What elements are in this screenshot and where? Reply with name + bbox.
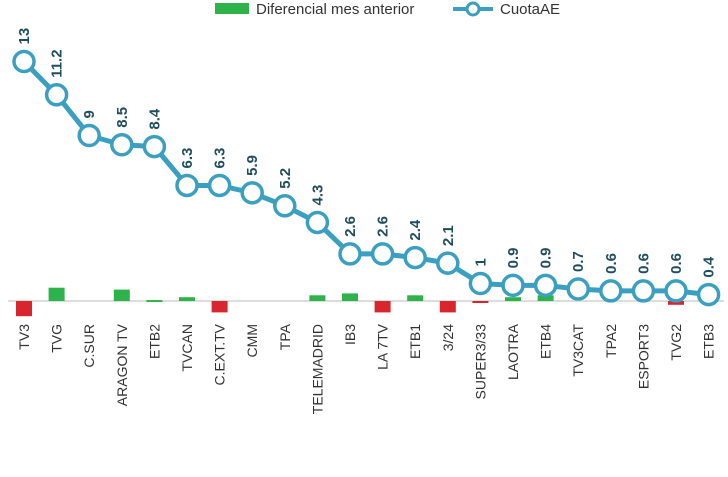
data-label: 6.3: [179, 148, 196, 169]
cuota-line: [22, 59, 709, 298]
data-label: 6.3: [212, 148, 229, 169]
point-TV3CAT: [566, 277, 590, 301]
data-label: 0.7: [570, 251, 587, 272]
point-3/24: [436, 251, 460, 275]
legend-swatch-bar: [215, 3, 249, 14]
data-label: 4.3: [309, 185, 326, 206]
bar-TV3: [16, 301, 32, 317]
x-tick-label: ARAGON TV: [114, 323, 130, 406]
x-tick-label: TV3: [16, 324, 32, 350]
data-label: 5.2: [277, 168, 294, 189]
x-tick-label: C.SUR: [81, 324, 97, 368]
data-label: 0.4: [701, 256, 718, 278]
bar-ETB2: [146, 300, 163, 303]
bar-ARAGON TV: [113, 289, 130, 301]
bar-LA 7TV: [374, 301, 391, 313]
x-tick-label: TV3CAT: [570, 324, 586, 377]
data-label: 0.9: [538, 247, 555, 268]
x-tick-label: ETB2: [146, 324, 162, 359]
bar-IB3: [342, 293, 358, 301]
point-CMM: [240, 181, 264, 205]
bar-SUPER3/33: [472, 301, 489, 303]
bar-TVG: [48, 287, 65, 301]
x-tick-label: C.EXT.TV: [212, 323, 228, 385]
point-C.SUR: [77, 123, 101, 148]
point-TELEMADRID: [305, 210, 330, 235]
bar-TVG2: [668, 301, 684, 305]
x-tick-label: LA 7TV: [375, 323, 391, 370]
bar-TELEMADRID: [309, 295, 326, 301]
x-tick-label: TPA2: [603, 324, 619, 358]
data-label: 8.5: [114, 107, 131, 128]
data-label: 8.4: [146, 108, 163, 130]
point-IB3: [338, 242, 362, 266]
data-label: 2.6: [375, 216, 392, 237]
data-label: 1: [472, 258, 489, 266]
data-label: 2.4: [407, 219, 424, 241]
point-TVG: [44, 83, 69, 107]
x-tick-label: LAOTRA: [505, 323, 521, 380]
legend-label-line: CuotaAE: [500, 1, 560, 18]
bar-ETB1: [407, 295, 424, 301]
data-label: 0.9: [505, 247, 522, 268]
legend-label-bar: Diferencial mes anterior: [256, 1, 414, 18]
point-ESPORT3: [631, 279, 656, 303]
point-C.EXT.TV: [207, 173, 232, 198]
legend-marker: [465, 1, 481, 17]
point-TPA: [273, 194, 297, 218]
x-tick-label: SUPER3/33: [472, 324, 488, 400]
x-tick-label: ETB3: [701, 324, 717, 359]
data-label: 0.6: [635, 253, 652, 274]
x-tick-label: ETB1: [407, 324, 423, 359]
x-tick-label: IB3: [342, 324, 358, 345]
point-TPA2: [599, 279, 623, 303]
point-SUPER3/33: [468, 271, 493, 296]
x-tick-label: TVG: [49, 324, 65, 353]
x-tick-label: TELEMADRID: [309, 324, 325, 414]
x-tick-label: ETB4: [538, 324, 554, 359]
bar-3/24: [439, 301, 456, 313]
data-label: 2.6: [342, 216, 359, 237]
data-label: 2.1: [440, 225, 457, 246]
data-label: 9: [81, 110, 98, 118]
data-label: 5.9: [244, 155, 261, 176]
x-tick-label: 3/24: [440, 324, 456, 351]
bar-TVCAN: [179, 297, 195, 301]
bar-C.EXT.TV: [211, 301, 228, 313]
x-tick-label: TVG2: [668, 324, 684, 361]
bar-LAOTRA: [505, 297, 521, 301]
point-ETB2: [142, 134, 167, 159]
x-tick-label: CMM: [244, 324, 260, 357]
point-ETB3: [696, 282, 721, 307]
point-TVCAN: [175, 173, 199, 198]
point-ETB1: [403, 245, 427, 270]
point-ETB4: [533, 273, 558, 298]
point-LAOTRA: [501, 273, 525, 298]
point-TV3: [12, 49, 36, 74]
point-ARAGON TV: [110, 133, 134, 157]
legend: Diferencial mes anterior CuotaAE: [215, 1, 560, 18]
x-tick-label: TPA: [277, 323, 293, 350]
data-label: 13: [16, 28, 33, 45]
point-LA 7TV: [370, 242, 395, 266]
bar-ETB4: [537, 295, 554, 301]
data-label: 11.2: [49, 49, 66, 77]
x-tick-label: ESPORT3: [635, 324, 651, 389]
point-TVG2: [664, 279, 688, 303]
data-label: 0.6: [668, 253, 685, 274]
data-label: 0.6: [603, 253, 620, 274]
x-tick-label: TVCAN: [179, 324, 195, 371]
